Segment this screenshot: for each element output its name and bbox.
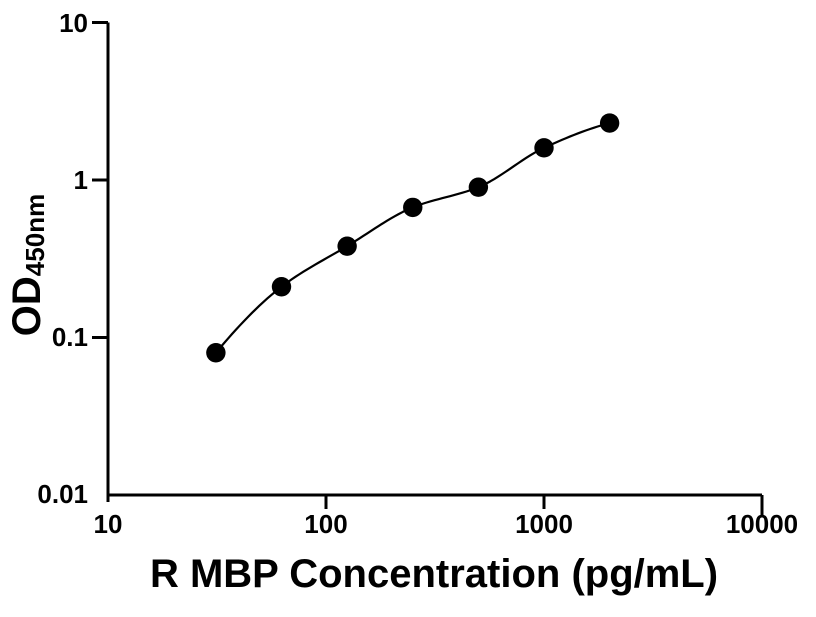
svg-text:OD450nm: OD450nm <box>5 194 50 336</box>
svg-text:100: 100 <box>304 509 347 539</box>
svg-text:R MBP Concentration (pg/mL): R MBP Concentration (pg/mL) <box>150 552 718 596</box>
svg-text:0.1: 0.1 <box>52 322 88 352</box>
svg-text:1000: 1000 <box>515 509 573 539</box>
svg-text:0.01: 0.01 <box>37 479 88 509</box>
svg-text:1: 1 <box>74 165 88 195</box>
svg-text:10: 10 <box>59 8 88 38</box>
svg-text:10: 10 <box>94 509 123 539</box>
svg-text:10000: 10000 <box>726 509 798 539</box>
